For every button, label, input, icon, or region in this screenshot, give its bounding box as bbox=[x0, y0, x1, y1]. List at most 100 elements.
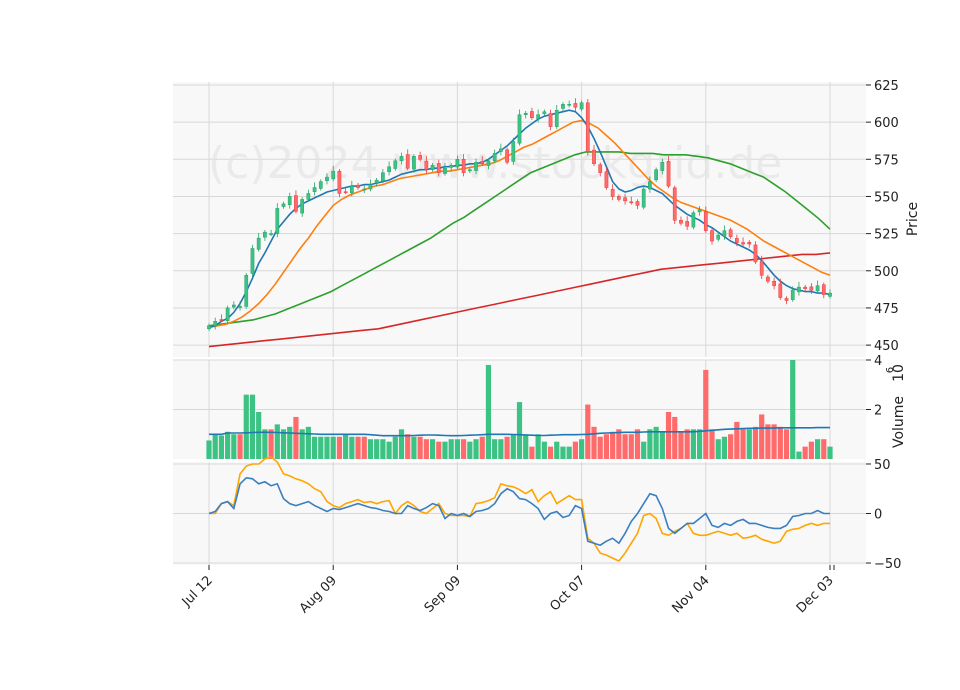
x-tick-label: Nov 04 bbox=[669, 573, 712, 616]
candle-body bbox=[424, 160, 429, 170]
oscillator-line-1 bbox=[208, 476, 830, 547]
candle-body bbox=[455, 159, 460, 168]
volume-bar bbox=[547, 446, 554, 459]
volume-bar bbox=[492, 439, 498, 459]
candle-body bbox=[337, 170, 342, 194]
candle-body bbox=[617, 196, 621, 200]
candle-body bbox=[679, 219, 683, 224]
candle-body bbox=[207, 325, 211, 330]
volume-bar bbox=[560, 446, 566, 459]
candle-body bbox=[467, 169, 472, 172]
volume-bar bbox=[336, 436, 343, 459]
sma20-line bbox=[208, 119, 831, 329]
candle-body bbox=[573, 103, 578, 108]
candle-body bbox=[362, 188, 367, 191]
volume-bar bbox=[740, 429, 746, 459]
price-axis-label: Price bbox=[905, 202, 921, 236]
oscillator-lines bbox=[208, 456, 830, 562]
candle-body bbox=[374, 179, 379, 184]
candle-body bbox=[766, 276, 770, 282]
candle-body bbox=[312, 187, 317, 192]
candle-body bbox=[828, 292, 832, 297]
volume-bar bbox=[504, 436, 510, 459]
volume-bar bbox=[796, 451, 802, 459]
volume-bar bbox=[827, 446, 833, 459]
candle-body bbox=[660, 162, 665, 171]
candle-body bbox=[672, 187, 677, 221]
volume-bar bbox=[597, 436, 603, 459]
candle-body bbox=[536, 114, 540, 119]
candle-body bbox=[790, 289, 795, 300]
volume-average-line bbox=[209, 426, 830, 437]
volume-bar bbox=[715, 439, 721, 459]
volume-bar bbox=[610, 431, 616, 459]
candle-body bbox=[499, 148, 503, 152]
candle-body bbox=[405, 154, 410, 169]
volume-bar bbox=[305, 426, 311, 459]
volume-bar bbox=[231, 434, 237, 459]
volume-bar bbox=[634, 429, 641, 459]
x-tick-label: Sep 09 bbox=[422, 573, 465, 616]
sma50-line bbox=[208, 151, 831, 327]
volume-bar bbox=[218, 435, 225, 459]
candle-body bbox=[325, 176, 329, 181]
volume-bar bbox=[684, 429, 690, 459]
volume-bar bbox=[324, 436, 330, 459]
oscillator-tick-label: 0 bbox=[874, 508, 882, 523]
candle-body bbox=[697, 209, 702, 213]
volume-bar bbox=[672, 416, 678, 459]
volume-bar bbox=[436, 441, 442, 459]
volume-bar bbox=[405, 434, 411, 459]
candle-body bbox=[567, 104, 572, 106]
oscillator-tick-label: −50 bbox=[874, 557, 901, 572]
candle-body bbox=[436, 163, 441, 173]
volume-bar bbox=[361, 436, 367, 459]
volume-bar bbox=[411, 436, 417, 459]
candle-body bbox=[244, 274, 249, 307]
candle-body bbox=[666, 161, 671, 187]
volume-bar bbox=[734, 421, 740, 459]
price-tick-label: 600 bbox=[874, 116, 899, 131]
volume-bar bbox=[448, 439, 454, 459]
volume-bar bbox=[591, 426, 597, 459]
candle-body bbox=[281, 203, 286, 207]
volume-bar bbox=[318, 436, 324, 459]
volume-bar bbox=[417, 436, 423, 459]
x-tick-label: Jul 12 bbox=[179, 573, 216, 610]
candles bbox=[207, 98, 832, 331]
candle-body bbox=[710, 230, 714, 242]
volume-bar bbox=[330, 436, 336, 459]
candle-body bbox=[418, 155, 422, 160]
candle-body bbox=[461, 159, 466, 173]
volume-bar bbox=[771, 424, 777, 459]
candle-body bbox=[778, 283, 783, 298]
volume-multiplier-base: 10 bbox=[891, 364, 907, 382]
volume-bar bbox=[374, 439, 380, 459]
watermark: (c)2024 www.stockgrid.de bbox=[208, 138, 782, 189]
candle-body bbox=[275, 208, 280, 234]
volume-bar bbox=[690, 429, 696, 459]
price-tick-label: 550 bbox=[874, 190, 899, 205]
volume-tick-label: 4 bbox=[874, 354, 882, 369]
candle-body bbox=[294, 195, 298, 212]
volume-bar bbox=[386, 441, 392, 459]
volume-bar bbox=[647, 429, 653, 459]
volume-bar bbox=[473, 439, 479, 459]
candle-body bbox=[604, 171, 609, 188]
volume-bar bbox=[603, 434, 610, 459]
volume-bar bbox=[274, 424, 280, 459]
volume-bar bbox=[752, 426, 759, 459]
candle-body bbox=[809, 286, 814, 291]
volume-bar bbox=[392, 436, 398, 459]
candle-body bbox=[331, 170, 336, 180]
volume-bar bbox=[566, 446, 572, 459]
candle-body bbox=[443, 167, 447, 174]
volume-bar bbox=[523, 434, 529, 459]
candle-body bbox=[629, 201, 634, 204]
volume-bar bbox=[659, 431, 665, 459]
candle-body bbox=[561, 104, 565, 109]
volume-bar bbox=[808, 441, 814, 459]
volume-bar bbox=[641, 441, 647, 459]
candle-body bbox=[238, 306, 242, 308]
volume-bar bbox=[479, 436, 485, 459]
